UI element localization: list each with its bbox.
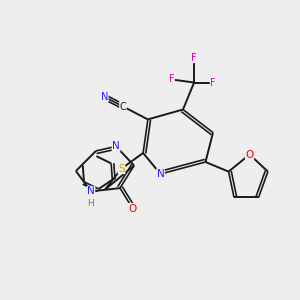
Text: S: S [118, 164, 125, 174]
Text: O: O [128, 203, 137, 214]
Text: H: H [87, 200, 94, 208]
Text: C: C [120, 101, 126, 112]
Text: F: F [210, 77, 216, 88]
Text: N: N [112, 141, 120, 152]
Text: N: N [157, 169, 164, 179]
Text: F: F [191, 52, 197, 63]
Text: F: F [169, 74, 174, 85]
Text: N: N [101, 92, 108, 102]
Text: O: O [245, 149, 254, 160]
Text: N: N [87, 186, 95, 197]
